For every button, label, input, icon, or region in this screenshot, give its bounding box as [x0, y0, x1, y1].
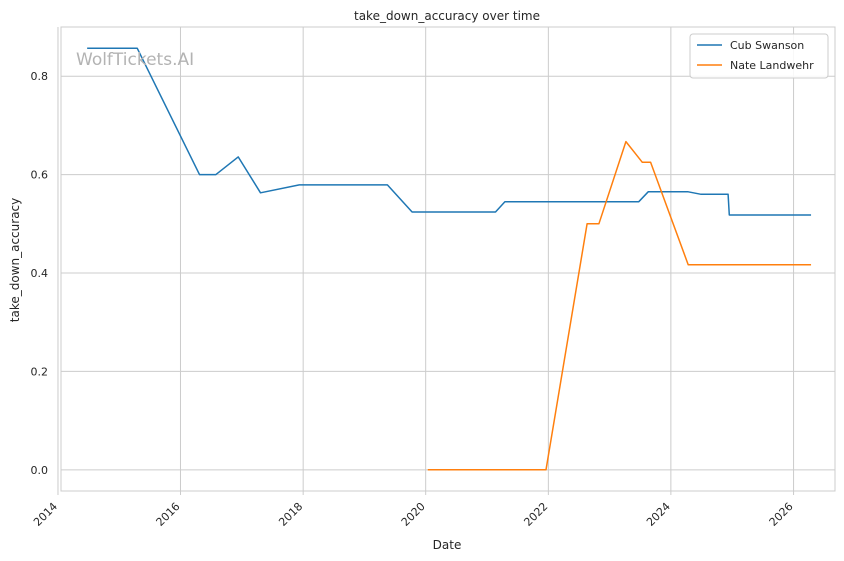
y-tick-label: 0.4 [31, 267, 49, 280]
y-tick-label: 0.6 [31, 169, 49, 182]
x-tick-label: 2020 [399, 500, 428, 529]
series-line-cub-swanson [87, 47, 812, 216]
x-tick-label: 2024 [644, 500, 673, 529]
grid [57, 27, 835, 491]
legend-box [689, 33, 829, 79]
legend: Cub Swanson Nate Landwehr [689, 33, 829, 79]
watermark-text: WolfTickets.AI [76, 50, 194, 70]
x-tick-label: 2016 [154, 500, 183, 529]
y-axis-ticks: 0.0 0.2 0.4 0.6 0.8 [31, 70, 49, 477]
x-axis-label: Date [433, 538, 462, 552]
series-line-nate-landwehr [427, 140, 812, 471]
x-tick-label: 2026 [767, 500, 796, 529]
y-tick-label: 0.0 [31, 464, 49, 477]
legend-label: Cub Swanson [730, 39, 804, 52]
x-axis-ticks: 2014 2016 2018 2020 2022 2024 2026 [31, 491, 796, 529]
y-axis-label: take_down_accuracy [8, 198, 22, 322]
plot-frame [60, 26, 836, 492]
chart-title: take_down_accuracy over time [354, 9, 540, 23]
x-tick-label: 2018 [276, 500, 305, 529]
x-tick-label: 2014 [31, 500, 60, 529]
series-lines [87, 47, 812, 471]
y-tick-label: 0.2 [31, 365, 49, 378]
x-tick-label: 2022 [521, 500, 550, 529]
y-tick-label: 0.8 [31, 70, 49, 83]
legend-label: Nate Landwehr [730, 59, 814, 72]
